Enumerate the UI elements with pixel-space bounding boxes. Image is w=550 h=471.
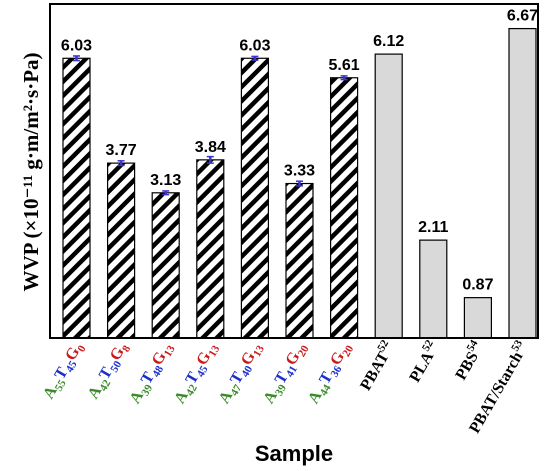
bar-10 <box>508 27 537 339</box>
data-label-2: 3.13 <box>150 172 181 189</box>
data-label-4: 6.03 <box>239 37 270 54</box>
error-bar-2 <box>162 190 170 196</box>
x-tick-label-7: PBAT52 <box>355 338 399 394</box>
bar-1 <box>106 162 136 339</box>
bar-5 <box>285 182 314 339</box>
error-bar-1 <box>117 160 125 167</box>
bar-6 <box>330 77 359 339</box>
data-label-6: 5.61 <box>329 57 360 74</box>
bar-2 <box>151 192 180 339</box>
plot-frame <box>49 3 539 339</box>
data-label-1: 3.77 <box>106 142 137 159</box>
bars-layer <box>62 27 537 339</box>
bar-3 <box>196 159 225 339</box>
data-label-8: 2.11 <box>418 219 448 236</box>
data-label-5: 3.33 <box>284 163 315 180</box>
error-bar-0 <box>73 55 80 62</box>
x-axis-title: Sample <box>255 441 333 466</box>
data-label-10: 6.67 <box>507 8 538 25</box>
x-tick-label-2: A39T48G13 <box>127 339 178 408</box>
x-tick-label-8: PLA52 <box>404 338 443 386</box>
bar-7 <box>374 53 403 339</box>
bar-8 <box>419 239 448 339</box>
x-tick-label-3: A42T45G13 <box>171 339 222 408</box>
data-label-3: 3.84 <box>195 139 226 156</box>
x-tick-label-9: PBS54 <box>450 338 488 383</box>
error-bar-4 <box>251 55 259 61</box>
x-tick-label-5: A39T41G20 <box>260 339 311 408</box>
bar-4 <box>240 57 269 339</box>
x-tick-label-1: A42T50G8 <box>85 339 134 403</box>
error-bar-5 <box>296 180 303 187</box>
data-label-9: 0.87 <box>462 277 493 294</box>
x-tick-label-0: A55T45G0 <box>40 339 89 403</box>
y-axis-title: WVP (×10⁻¹¹ g·m/m²·s·Pa) <box>19 52 43 291</box>
x-tick-label-4: A47T40G13 <box>216 339 267 408</box>
x-tick-label-6: A44T36G20 <box>305 339 356 408</box>
error-bar-3 <box>206 155 214 164</box>
error-bar-6 <box>340 75 348 81</box>
data-label-0: 6.03 <box>61 37 92 54</box>
bar-0 <box>62 57 91 339</box>
bar-9 <box>463 297 492 339</box>
data-label-7: 6.12 <box>373 33 404 50</box>
